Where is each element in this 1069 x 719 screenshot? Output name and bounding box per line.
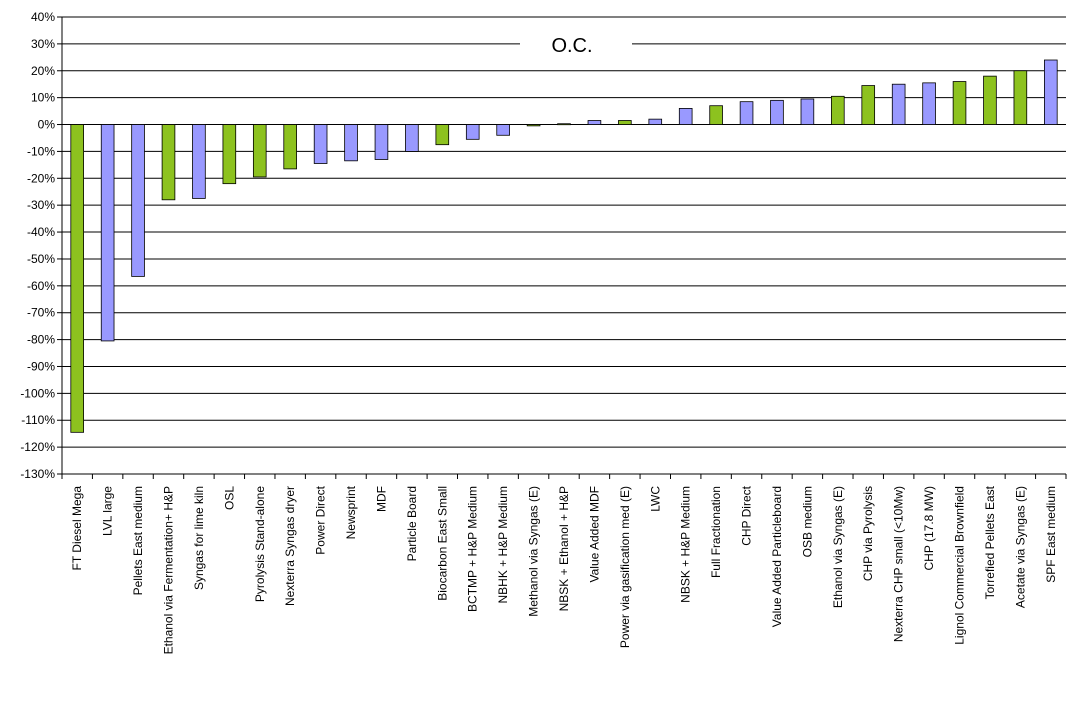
y-tick-label: 40%: [31, 10, 55, 24]
x-tick-label: Biocarbon East Small: [435, 486, 449, 601]
y-tick-label: 10%: [31, 91, 55, 105]
x-tick-label: Nexterra CHP small (<10Mw): [892, 486, 906, 642]
x-tick-labels: FT Diesel Mega LVL large Pellets East medi…: [70, 485, 1058, 654]
bar: [891, 83, 906, 125]
x-tick-label: Pellets East medium: [131, 486, 145, 595]
y-tick-label: -40%: [27, 225, 55, 239]
x-tick-label: LWC: [648, 486, 662, 512]
x-tick-label: OSB medium: [800, 486, 814, 557]
y-tick-labels: -130% -120% -110% -100% -90% -80% -70% -60% -50%…: [20, 10, 55, 481]
y-tick-label: -30%: [27, 198, 55, 212]
bar: [861, 85, 876, 125]
bar: [131, 124, 145, 277]
y-tick-label: -60%: [27, 279, 55, 293]
y-tick-label: -90%: [27, 359, 55, 373]
bar: [739, 101, 754, 125]
y-tick-label: -110%: [21, 413, 55, 427]
bar: [374, 124, 389, 160]
x-tick-label: CHP Direct: [740, 485, 754, 545]
bar: [557, 123, 571, 126]
y-tick-label: -70%: [27, 306, 55, 320]
bar: [313, 124, 328, 164]
x-tick-label: Nexterra Syngas dryer: [283, 486, 297, 606]
bar: [648, 118, 663, 125]
y-tick-label: -50%: [27, 252, 55, 266]
bar: [161, 124, 176, 201]
bar: [435, 124, 450, 146]
bar: [465, 124, 480, 140]
bar: [100, 124, 115, 342]
y-tick-label: 0%: [38, 118, 56, 132]
bars: [70, 59, 1058, 433]
bar: [983, 75, 997, 125]
bar: [70, 124, 84, 433]
bar: [952, 81, 967, 125]
x-tick-label: Syngas for lime kiln: [192, 486, 206, 590]
bar: [192, 124, 206, 199]
y-tick-label: -100%: [20, 386, 55, 400]
y-tick-label: -10%: [27, 144, 55, 158]
x-tick-label: Torrefied Pellets East: [983, 485, 997, 599]
bar: [344, 124, 358, 162]
x-tick-label: SPF East medium: [1044, 486, 1058, 583]
x-tick-label: Acetate via Syngas (E): [1013, 486, 1027, 608]
gridlines: [62, 16, 1066, 475]
x-tick-label: Full Fractionation: [709, 486, 723, 578]
bar: [252, 124, 267, 178]
axes: [57, 16, 1067, 479]
y-tick-label: -20%: [27, 171, 55, 185]
oc-annotation-label: O.C.: [551, 35, 592, 57]
x-tick-label: Methanol via Syngas (E): [527, 486, 541, 617]
x-tick-label: Value Added MDF: [587, 486, 601, 583]
x-tick-label: NBSK + Ethanol + H&P: [557, 486, 571, 611]
y-tick-label: -130%: [20, 467, 55, 481]
bar: [496, 124, 510, 136]
x-tick-label: BCTMP + H&P Medium: [466, 486, 480, 612]
x-tick-label: OSL: [222, 486, 236, 510]
x-tick-label: Power Direct: [314, 485, 328, 554]
bar: [678, 108, 693, 125]
x-tick-label: Power via gasification med (E): [618, 486, 632, 648]
x-tick-label: MDF: [374, 486, 388, 512]
x-tick-label: Value Added Particleboard: [770, 486, 784, 627]
y-tick-label: -80%: [27, 333, 55, 347]
y-tick-label: 20%: [31, 64, 55, 78]
bar: [405, 124, 419, 152]
bar: [1044, 59, 1058, 125]
bar: [587, 120, 602, 125]
x-tick-label: FT Diesel Mega: [70, 486, 84, 571]
bar: [922, 82, 936, 125]
x-tick-label: NBSK + H&P Medium: [679, 486, 693, 603]
bar: [770, 99, 784, 125]
x-tick-label: LVL large: [101, 486, 115, 536]
x-tick-label: NBHK + H&P Medium: [496, 486, 510, 604]
bar: [709, 105, 723, 125]
bar: [526, 124, 541, 127]
x-tick-label: CHP (17.8 MW): [922, 486, 936, 570]
bar: [1013, 70, 1028, 125]
x-tick-label: Particle Board: [405, 486, 419, 561]
x-tick-label: Lignol Commercial Brownfield: [953, 486, 967, 645]
bar: [800, 98, 815, 125]
bar: [831, 95, 845, 125]
x-tick-label: Pyrolysis Stand-alone: [253, 486, 267, 602]
bar: [618, 120, 632, 125]
x-tick-label: CHP via Pyrolysis: [861, 486, 875, 581]
bar: [222, 124, 237, 185]
y-tick-label: -120%: [20, 440, 55, 454]
y-tick-label: 30%: [31, 37, 55, 51]
annotation: O.C.: [520, 30, 632, 58]
x-tick-label: Ethanol via Syngas (E): [831, 486, 845, 608]
annotation-background: [520, 30, 632, 58]
x-tick-label: Ethanol via Fermentation+ H&P: [161, 486, 175, 654]
x-tick-label: Newsprint: [344, 485, 358, 539]
bar: [283, 124, 297, 170]
